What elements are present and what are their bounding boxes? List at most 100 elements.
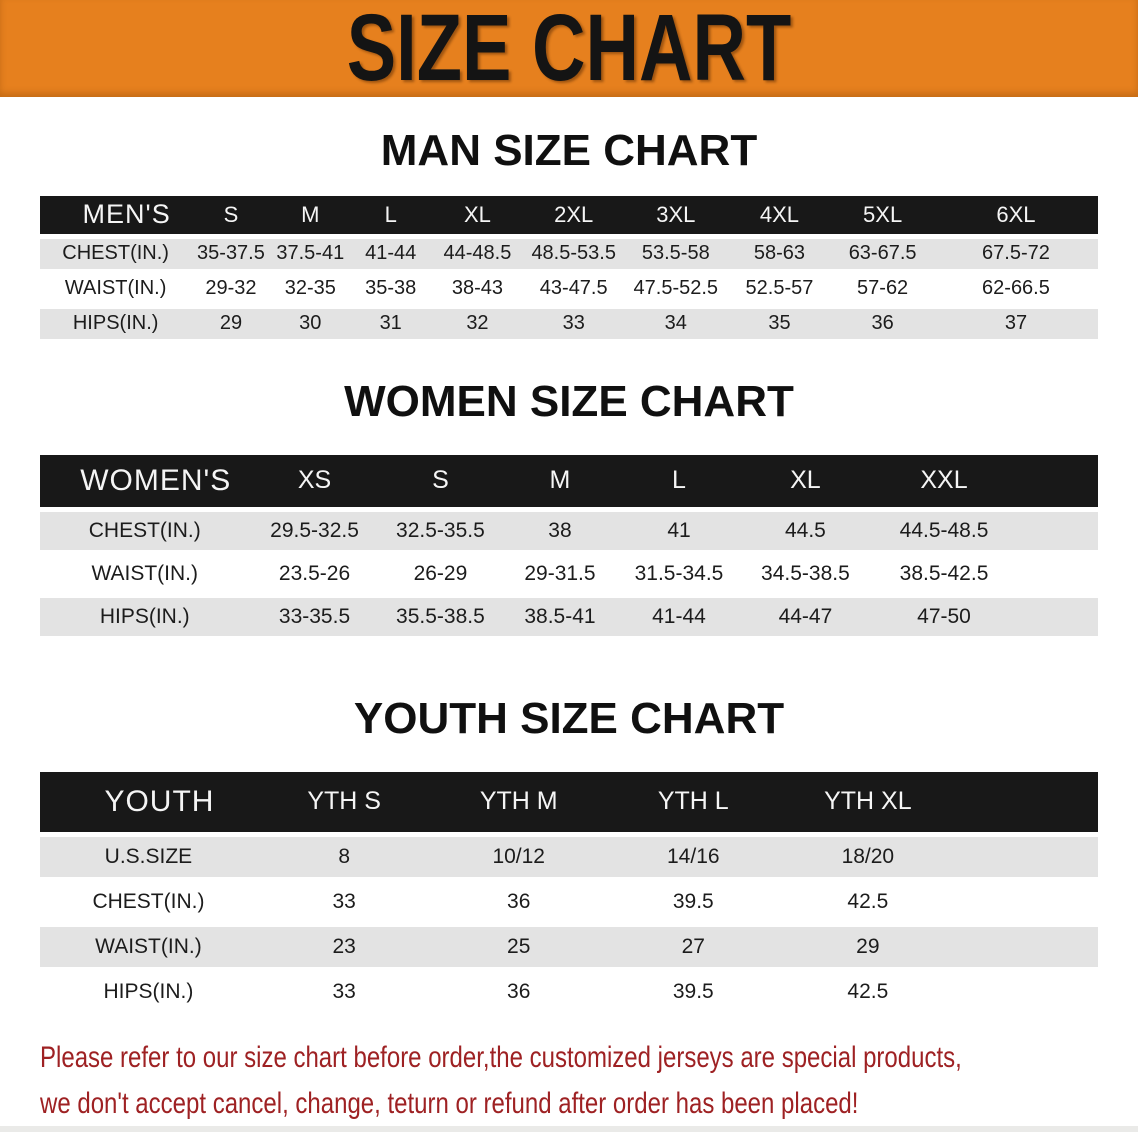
men-cell-0-1: 37.5-41 (270, 238, 350, 269)
youth-cell-3-3: 42.5 (780, 971, 956, 1012)
women-row-2: HIPS(IN.) 33-35.5 35.5-38.5 38.5-41 41-44 44-… (40, 597, 1098, 636)
men-row-label-0: CHEST(IN.) (40, 238, 192, 269)
youth-size-col-0: YTH S (256, 771, 432, 832)
women-row-filler (1016, 511, 1098, 550)
men-cell-2-2: 31 (349, 308, 432, 339)
women-cell-0-5: 44.5-48.5 (871, 511, 1017, 550)
women-size-col-0: XS (249, 454, 380, 507)
youth-cell-2-1: 25 (431, 926, 606, 967)
men-cell-0-7: 63-67.5 (831, 238, 934, 269)
men-size-col-6: 4XL (727, 195, 832, 234)
men-row-0: CHEST(IN.) 35-37.5 37.5-41 41-44 44-48.5 48.5… (40, 238, 1098, 269)
men-cell-2-5: 34 (623, 308, 728, 339)
banner-title: SIZE CHART (346, 0, 792, 101)
men-cell-1-0: 29-32 (191, 273, 271, 304)
men-row-2: HIPS(IN.) 29 30 31 32 33 34 35 36 37 (40, 308, 1098, 339)
youth-row-3: HIPS(IN.) 33 36 39.5 42.5 (40, 971, 1098, 1012)
youth-row-2: WAIST(IN.) 23 25 27 29 (40, 926, 1098, 967)
youth-cell-2-3: 29 (780, 926, 956, 967)
women-header-filler (1016, 454, 1098, 507)
youth-cell-1-3: 42.5 (780, 881, 956, 922)
women-cell-2-5: 47-50 (871, 597, 1017, 636)
men-cell-2-4: 33 (523, 308, 624, 339)
men-cell-1-6: 52.5-57 (727, 273, 832, 304)
men-cell-0-8: 67.5-72 (933, 238, 1098, 269)
youth-row-label-1: CHEST(IN.) (40, 881, 257, 922)
men-group-label: MEN'S (40, 195, 192, 234)
youth-cell-3-1: 36 (431, 971, 606, 1012)
men-size-col-7: 5XL (831, 195, 934, 234)
disclaimer-line-1: Please refer to our size chart before or… (40, 1040, 962, 1074)
women-row-label-1: WAIST(IN.) (40, 554, 250, 593)
men-row-1: WAIST(IN.) 29-32 32-35 35-38 38-43 43-47.5 47.… (40, 273, 1098, 304)
youth-header-row: YOUTH YTH S YTH M YTH L YTH XL (40, 771, 1098, 832)
youth-row-filler (955, 836, 1098, 877)
men-cell-2-7: 36 (831, 308, 934, 339)
men-row-label-2: HIPS(IN.) (40, 308, 192, 339)
women-cell-2-3: 41-44 (618, 597, 740, 636)
youth-size-table: YOUTH YTH S YTH M YTH L YTH XL U.S.SIZE 8 10/12… (40, 767, 1098, 1017)
women-cell-2-0: 33-35.5 (249, 597, 380, 636)
men-cell-2-0: 29 (191, 308, 271, 339)
women-row-label-0: CHEST(IN.) (40, 511, 250, 550)
youth-cell-3-2: 39.5 (606, 971, 781, 1012)
youth-cell-1-1: 36 (431, 881, 606, 922)
women-cell-0-1: 32.5-35.5 (379, 511, 502, 550)
men-size-col-8: 6XL (933, 195, 1098, 234)
men-cell-0-3: 44-48.5 (431, 238, 524, 269)
men-section-heading: MAN SIZE CHART (380, 126, 758, 175)
women-row-1: WAIST(IN.) 23.5-26 26-29 29-31.5 31.5-34.5 34… (40, 554, 1098, 593)
men-row-label-1: WAIST(IN.) (40, 273, 192, 304)
men-size-table: MEN'S S M L XL 2XL 3XL 4XL 5XL 6XL CHEST(IN.) 35-37… (40, 191, 1098, 344)
women-cell-1-5: 38.5-42.5 (871, 554, 1017, 593)
men-size-col-4: 2XL (523, 195, 624, 234)
youth-cell-3-0: 33 (256, 971, 432, 1012)
men-cell-2-8: 37 (933, 308, 1098, 339)
youth-section: YOUTH SIZE CHART YOUTH YTH S YTH M YTH L YTH… (0, 641, 1138, 1017)
banner: SIZE CHART (0, 0, 1138, 97)
men-size-col-1: M (270, 195, 350, 234)
men-size-col-3: XL (431, 195, 524, 234)
women-cell-0-4: 44.5 (739, 511, 872, 550)
youth-cell-1-0: 33 (256, 881, 432, 922)
youth-cell-1-2: 39.5 (606, 881, 781, 922)
women-size-col-2: M (501, 454, 619, 507)
women-cell-0-3: 41 (618, 511, 740, 550)
youth-cell-0-2: 14/16 (606, 836, 781, 877)
women-group-label: WOMEN'S (40, 454, 250, 507)
men-cell-1-4: 43-47.5 (523, 273, 624, 304)
men-header-row: MEN'S S M L XL 2XL 3XL 4XL 5XL 6XL (40, 195, 1098, 234)
women-cell-0-0: 29.5-32.5 (249, 511, 380, 550)
women-row-0: CHEST(IN.) 29.5-32.5 32.5-35.5 38 41 44.5 44.5… (40, 511, 1098, 550)
women-size-col-1: S (379, 454, 502, 507)
youth-cell-2-2: 27 (606, 926, 781, 967)
youth-cell-0-0: 8 (256, 836, 432, 877)
men-cell-2-1: 30 (270, 308, 350, 339)
youth-row-filler (955, 926, 1098, 967)
youth-cell-2-0: 23 (256, 926, 432, 967)
men-cell-2-3: 32 (431, 308, 524, 339)
youth-row-label-0: U.S.SIZE (40, 836, 257, 877)
men-cell-0-4: 48.5-53.5 (523, 238, 624, 269)
women-section: WOMEN SIZE CHART WOMEN'S XS S M L XL XXL CHEST(… (0, 344, 1138, 641)
men-cell-1-8: 62-66.5 (933, 273, 1098, 304)
women-size-col-4: XL (739, 454, 872, 507)
women-size-col-3: L (618, 454, 740, 507)
men-cell-1-5: 47.5-52.5 (623, 273, 728, 304)
men-size-col-0: S (191, 195, 271, 234)
youth-section-heading: YOUTH SIZE CHART (353, 693, 785, 743)
youth-group-label: YOUTH (40, 771, 257, 832)
youth-row-1: CHEST(IN.) 33 36 39.5 42.5 (40, 881, 1098, 922)
women-cell-1-2: 29-31.5 (501, 554, 619, 593)
youth-size-col-1: YTH M (431, 771, 606, 832)
youth-row-filler (955, 881, 1098, 922)
men-cell-1-7: 57-62 (831, 273, 934, 304)
women-header-row: WOMEN'S XS S M L XL XXL (40, 454, 1098, 507)
women-size-col-5: XXL (871, 454, 1017, 507)
youth-header-filler (955, 771, 1098, 832)
women-cell-2-4: 44-47 (739, 597, 872, 636)
men-cell-0-0: 35-37.5 (191, 238, 271, 269)
men-cell-1-2: 35-38 (349, 273, 432, 304)
youth-row-0: U.S.SIZE 8 10/12 14/16 18/20 (40, 836, 1098, 877)
women-row-filler (1016, 554, 1098, 593)
